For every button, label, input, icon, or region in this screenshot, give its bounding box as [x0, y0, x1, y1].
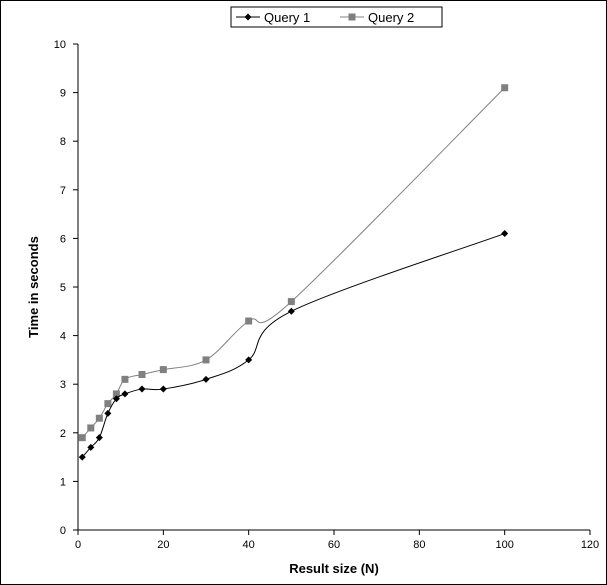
legend-marker-query-2 — [348, 13, 356, 21]
legend-item-query-2: Query 2 — [340, 10, 414, 25]
x-tick-label: 0 — [75, 539, 81, 551]
x-tick-label: 20 — [157, 539, 169, 551]
legend-item-query-1: Query 1 — [236, 10, 310, 25]
x-tick-label: 120 — [581, 539, 599, 551]
data-point-query-2 — [202, 356, 210, 364]
x-tick-label: 100 — [495, 539, 513, 551]
data-point-query-1 — [159, 385, 167, 393]
y-tick-label: 8 — [60, 136, 66, 148]
x-tick-label: 80 — [413, 539, 425, 551]
legend: Query 1 Query 2 — [230, 6, 443, 28]
data-point-query-2 — [95, 414, 103, 422]
data-point-query-1 — [287, 307, 295, 315]
data-point-query-1 — [78, 453, 86, 461]
y-tick-label: 6 — [60, 233, 66, 245]
y-axis-title: Time in seconds — [26, 236, 41, 338]
data-point-query-1 — [138, 385, 146, 393]
data-point-query-1 — [121, 390, 129, 398]
y-tick-label: 4 — [60, 331, 66, 343]
y-tick-label: 0 — [60, 525, 66, 537]
data-point-query-2 — [287, 298, 295, 306]
series-layer — [78, 84, 509, 461]
data-point-query-1 — [245, 356, 253, 364]
x-tick-label: 60 — [328, 539, 340, 551]
legend-label-query-2: Query 2 — [368, 10, 414, 25]
y-tick-label: 10 — [54, 39, 66, 51]
data-point-query-1 — [112, 395, 120, 403]
data-point-query-2 — [121, 375, 129, 383]
data-point-query-2 — [87, 424, 95, 432]
data-point-query-2 — [159, 366, 167, 374]
y-tick-label: 3 — [60, 379, 66, 391]
y-axis-ticks: 0 1 2 3 4 5 6 7 8 9 10 — [54, 39, 78, 537]
y-tick-label: 9 — [60, 88, 66, 100]
data-point-query-2 — [501, 84, 509, 92]
legend-box — [230, 6, 443, 28]
data-point-query-1 — [87, 443, 95, 451]
y-tick-label: 1 — [60, 476, 66, 488]
data-point-query-1 — [104, 409, 112, 417]
data-point-query-2 — [245, 317, 253, 325]
data-point-query-2 — [138, 370, 146, 378]
x-axis-title: Result size (N) — [289, 561, 379, 576]
data-point-query-2 — [78, 434, 86, 442]
data-point-query-2 — [112, 390, 120, 398]
x-axis-ticks: 0 20 40 60 80 100 120 — [75, 530, 599, 551]
legend-label-query-1: Query 1 — [264, 10, 310, 25]
data-point-query-1 — [501, 230, 509, 238]
legend-marker-query-1 — [244, 13, 252, 21]
series-query-1 — [78, 230, 509, 461]
y-tick-label: 2 — [60, 428, 66, 440]
y-tick-label: 5 — [60, 282, 66, 294]
data-point-query-2 — [104, 400, 112, 408]
y-tick-label: 7 — [60, 185, 66, 197]
x-tick-label: 40 — [243, 539, 255, 551]
series-query-2 — [78, 84, 509, 442]
data-point-query-1 — [202, 375, 210, 383]
data-point-query-1 — [95, 434, 103, 442]
